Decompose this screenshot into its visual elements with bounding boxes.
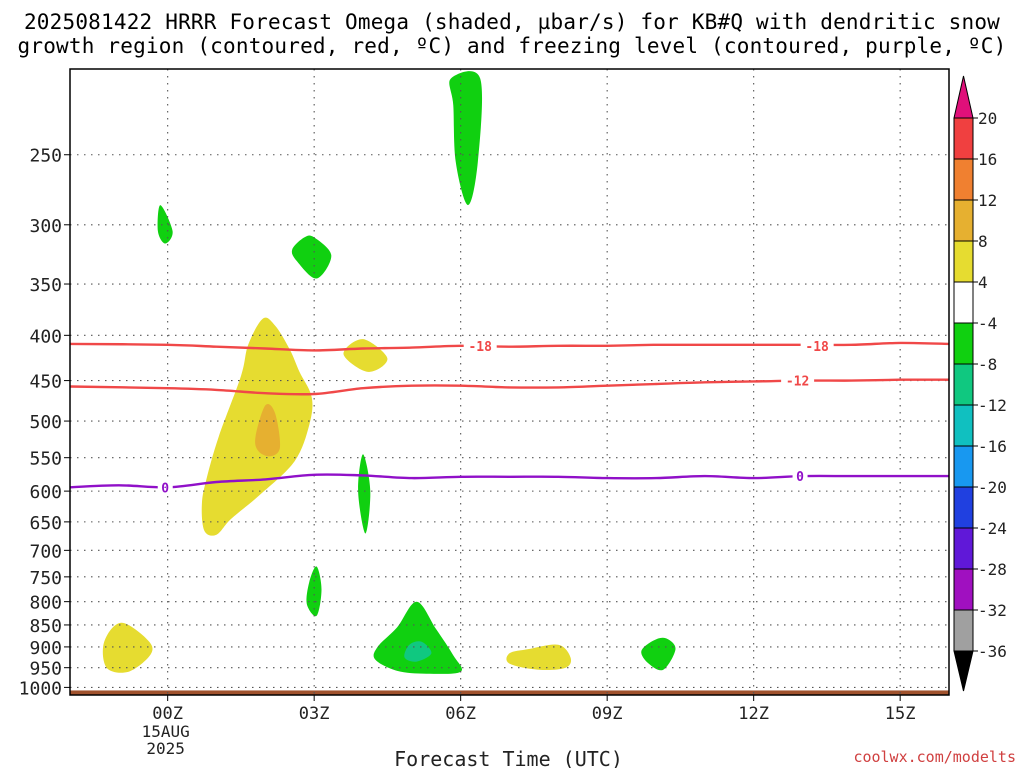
x-tick-label-15Z: 15Z — [885, 704, 916, 724]
y-tick-label-950: 950 — [29, 659, 62, 680]
contour-label-bg-2-0 — [157, 479, 173, 496]
x-tick-label-09Z: 09Z — [592, 704, 623, 724]
contour-label-bg-1-0 — [781, 372, 815, 389]
colorbar-label-1: 16 — [978, 150, 997, 169]
colorbar-label-7: -12 — [978, 396, 1007, 415]
ground-layer — [70, 690, 949, 695]
omega-region-6 — [157, 205, 173, 244]
x-tick-label-03Z: 03Z — [299, 704, 330, 724]
y-tick-label-650: 650 — [29, 513, 62, 534]
colorbar: 20 16 12 8 4 -4 -8 -12 -16 -20 -24 -28 -32 -36 — [953, 75, 1007, 692]
colorbar-label-4: 4 — [978, 273, 988, 292]
colorbar-bin-3 — [953, 240, 974, 283]
omega-region-7 — [291, 235, 332, 279]
colorbar-label-12: -32 — [978, 601, 1007, 620]
omega-region-9 — [306, 566, 322, 617]
colorbar-label-10: -24 — [978, 519, 1007, 538]
contour-label-bg-0-0 — [463, 337, 497, 354]
colorbar-bin-1 — [953, 158, 974, 201]
colorbar-bin-6 — [953, 363, 974, 406]
colorbar-bottom-arrow — [953, 650, 974, 692]
colorbar-label-2: 12 — [978, 191, 997, 210]
y-tick-label-600: 600 — [29, 482, 62, 503]
y-tick-label-350: 350 — [29, 275, 62, 296]
y-tick-label-400: 400 — [29, 326, 62, 347]
y-tick-label-300: 300 — [29, 216, 62, 237]
colorbar-bin-8 — [953, 445, 974, 488]
y-tick-label-1000: 1000 — [19, 678, 62, 699]
omega-region-8 — [358, 454, 371, 534]
x-tick-label-00Z: 00Z — [152, 704, 183, 724]
contour-lines: -18 -18 -12 0 0 — [70, 337, 949, 496]
colorbar-bin-7 — [953, 404, 974, 447]
colorbar-top-arrow — [953, 75, 974, 119]
x-axis-title: Forecast Time (UTC) — [394, 747, 623, 768]
colorbar-label-11: -28 — [978, 560, 1007, 579]
plot-frame — [69, 68, 950, 696]
y-tick-label-250: 250 — [29, 146, 62, 167]
omega-region-12 — [641, 637, 676, 671]
colorbar-label-13: -36 — [978, 642, 1007, 661]
colorbar-bin-4 — [953, 281, 974, 324]
colorbar-label-8: -16 — [978, 437, 1007, 456]
chart-title-line-2: growth region (contoured, red, ºC) and f… — [17, 34, 1007, 58]
colorbar-bin-2 — [953, 199, 974, 242]
x-tick-label-06Z: 06Z — [445, 704, 476, 724]
y-tick-label-850: 850 — [29, 616, 62, 637]
contour-label-0-0: -18 — [468, 340, 492, 355]
y-tick-label-750: 750 — [29, 568, 62, 589]
y-tick-label-700: 700 — [29, 541, 62, 562]
colorbar-label-9: -20 — [978, 478, 1007, 497]
colorbar-bin-10 — [953, 527, 974, 570]
y-tick-label-800: 800 — [29, 593, 62, 614]
colorbar-bin-5 — [953, 322, 974, 365]
colorbar-bin-0 — [953, 117, 974, 160]
contour-label-bg-2-1 — [792, 468, 808, 485]
y-tick-label-550: 550 — [29, 449, 62, 470]
x-tick-sublabel-0: 15AUG — [142, 722, 190, 741]
colorbar-bin-9 — [953, 486, 974, 529]
omega-region-10 — [373, 601, 463, 674]
ground-bar — [70, 690, 949, 695]
colorbar-label-0: 20 — [978, 109, 997, 128]
axes: 2503003504004505005506006507007508008509… — [19, 68, 950, 768]
omega-region-11 — [404, 641, 432, 662]
x-tick-label-12Z: 12Z — [738, 704, 769, 724]
omega-region-5 — [449, 71, 483, 206]
contour-line-2 — [70, 473, 949, 489]
colorbar-bin-11 — [953, 568, 974, 611]
contour-label-bg-0-1 — [800, 337, 834, 354]
contour-label-0-1: -18 — [805, 340, 829, 355]
colorbar-bin-12 — [953, 609, 974, 652]
omega-region-1 — [255, 404, 281, 457]
contour-label-2-0: 0 — [161, 481, 169, 496]
omega-region-4 — [506, 644, 572, 670]
x-tick-sublabel-1: 2025 — [146, 739, 185, 758]
colorbar-label-5: -4 — [978, 314, 997, 333]
contour-label-2-1: 0 — [796, 470, 804, 485]
contour-label-1-0: -12 — [786, 375, 809, 390]
colorbar-label-3: 8 — [978, 232, 988, 251]
colorbar-label-6: -8 — [978, 355, 997, 374]
y-tick-label-450: 450 — [29, 372, 62, 393]
omega-region-2 — [343, 339, 388, 372]
credit-text: coolwx.com/modelts — [853, 748, 1016, 766]
omega-region-3 — [102, 622, 153, 673]
omega-shaded-regions — [102, 71, 676, 674]
gridlines — [70, 69, 949, 695]
chart-title-line-1: 2025081422 HRRR Forecast Omega (shaded, … — [23, 10, 1001, 34]
y-tick-label-500: 500 — [29, 412, 62, 433]
y-tick-label-900: 900 — [29, 638, 62, 659]
contour-line-1 — [70, 378, 949, 396]
